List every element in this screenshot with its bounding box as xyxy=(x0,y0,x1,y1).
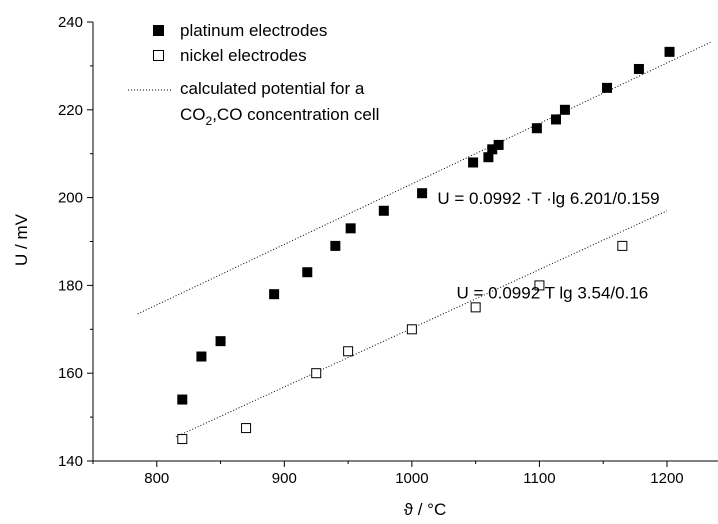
platinum-point xyxy=(531,123,542,134)
platinum-point xyxy=(345,223,356,234)
x-tick-label: 800 xyxy=(144,470,169,487)
data-points xyxy=(177,46,675,445)
platinum-point xyxy=(215,336,226,347)
platinum-point xyxy=(483,152,494,163)
nickel-point xyxy=(617,240,628,251)
platinum-point xyxy=(330,240,341,251)
legend-label-calculated-line1: calculated potential for a xyxy=(180,79,365,98)
x-tick-label: 1100 xyxy=(523,470,555,487)
nickel-point xyxy=(470,302,481,313)
platinum-point xyxy=(177,394,188,405)
legend-label-nickel: nickel electrodes xyxy=(180,46,307,65)
platinum-point xyxy=(559,104,570,115)
y-tick-label: 140 xyxy=(58,453,83,470)
annotation-platinum-equation: U = 0.0992 ·T ·lg 6.201/0.159 xyxy=(437,189,659,208)
x-tick-label: 1000 xyxy=(395,470,428,487)
nickel-point xyxy=(241,423,252,434)
legend-marker-nickel xyxy=(153,50,164,61)
y-tick-label: 220 xyxy=(58,102,83,119)
y-tick-label: 240 xyxy=(58,14,83,31)
platinum-point xyxy=(664,46,675,57)
platinum-point xyxy=(302,267,313,278)
y-tick-label: 200 xyxy=(58,190,83,207)
legend-label-platinum: platinum electrodes xyxy=(180,21,327,40)
nickel-point xyxy=(534,280,545,291)
x-tick-label: 900 xyxy=(272,470,297,487)
calculated-line-platinum xyxy=(137,41,712,315)
platinum-point xyxy=(487,144,498,155)
nickel-point xyxy=(311,368,322,379)
nickel-point xyxy=(406,324,417,335)
platinum-point xyxy=(493,139,504,150)
platinum-point xyxy=(551,114,562,125)
nickel-point xyxy=(343,346,354,357)
x-tick-label: 1200 xyxy=(650,470,683,487)
annotation-nickel-equation: U = 0.0992 T lg 3.54/0.16 xyxy=(457,284,649,303)
platinum-point xyxy=(269,289,280,300)
y-tick-label: 160 xyxy=(58,365,83,382)
nickel-point xyxy=(177,434,188,445)
platinum-point xyxy=(602,82,613,93)
legend: platinum electrodes nickel electrodes ca… xyxy=(128,21,379,128)
y-axis-label: U / mV xyxy=(12,213,31,266)
legend-label-calculated-line2: CO2,CO concentration cell xyxy=(180,105,379,128)
ticks: 140 160 180 200 220 240 800 900 1000 1100 1200 xyxy=(58,14,684,487)
calculated-line-nickel xyxy=(175,210,668,438)
legend-marker-platinum xyxy=(153,25,164,36)
platinum-point xyxy=(378,205,389,216)
platinum-point xyxy=(417,188,428,199)
platinum-point xyxy=(196,351,207,362)
y-tick-label: 180 xyxy=(58,277,83,294)
fit-lines xyxy=(137,41,712,438)
platinum-point xyxy=(468,157,479,168)
platinum-point xyxy=(633,63,644,74)
x-axis-label: ϑ / °C xyxy=(404,500,447,519)
